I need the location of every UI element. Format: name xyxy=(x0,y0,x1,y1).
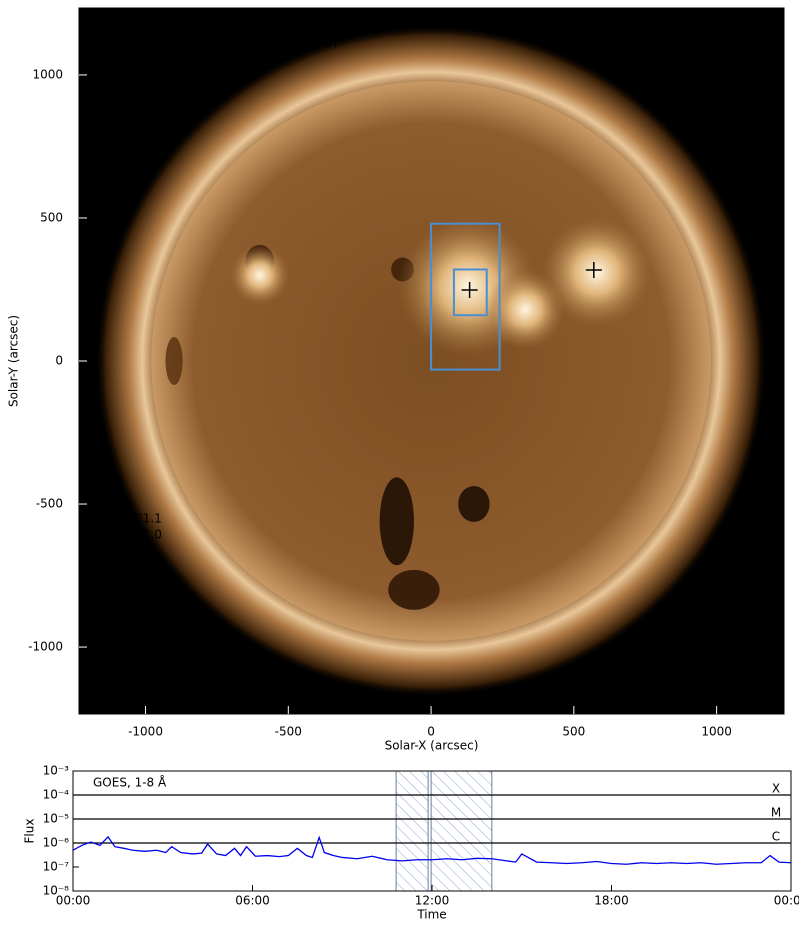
x-tick-label: 18:00 xyxy=(594,894,629,908)
x-tick-label: 500 xyxy=(562,725,585,739)
observation-window xyxy=(430,770,493,892)
flare-marker xyxy=(585,262,602,279)
active-region xyxy=(229,245,290,306)
flare-annotation: Flares xyxy=(96,496,132,510)
coronal-hole xyxy=(458,486,490,523)
y-axis-label: Solar-Y (arcsec) xyxy=(7,315,21,407)
y-tick-label: 0 xyxy=(55,354,63,368)
y-tick-label: -1000 xyxy=(28,640,63,654)
y-tick-label: 10⁻⁷ xyxy=(43,860,70,874)
x-tick-label: 12:00 xyxy=(415,894,450,908)
class-label: M xyxy=(771,806,781,820)
flux-line xyxy=(73,835,791,865)
coronal-hole xyxy=(165,337,183,385)
x-tick-label: -500 xyxy=(275,725,302,739)
class-label: X xyxy=(772,782,780,796)
x-tick-label: 0 xyxy=(427,725,435,739)
y-tick-label: 1000 xyxy=(32,67,63,81)
observation-window xyxy=(395,770,429,892)
x-tick-label: -1000 xyxy=(128,725,163,739)
coronal-hole xyxy=(379,477,414,566)
y-axis-label: Flux xyxy=(23,819,37,844)
y-tick-label: 10⁻⁴ xyxy=(43,788,70,802)
y-tick-label: 10⁻⁸ xyxy=(43,884,70,898)
x-tick-label: 06:00 xyxy=(235,894,270,908)
y-tick-label: 10⁻⁶ xyxy=(43,836,70,850)
y-tick-label: -500 xyxy=(36,497,63,511)
x-tick-label: 00:00 xyxy=(774,894,799,908)
active-region xyxy=(541,217,652,328)
flare-annotation: 01:13 C1.1 xyxy=(96,512,162,526)
flare-annotation: 08:14 C1.0 xyxy=(96,528,162,542)
class-label: C xyxy=(772,830,780,844)
region-box xyxy=(430,222,501,371)
y-tick-label: 10⁻³ xyxy=(43,764,70,778)
x-axis-label: Time xyxy=(416,908,446,922)
y-tick-label: 500 xyxy=(40,210,63,224)
x-tick-label: 00:00 xyxy=(56,894,91,908)
flare-marker xyxy=(461,282,478,299)
legend-label: GOES, 1-8 Å xyxy=(93,775,167,790)
image-title: AIA 0193, 26-Oct-2010, 12:00:07 UT xyxy=(120,37,340,51)
x-axis-label: Solar-X (arcsec) xyxy=(385,739,479,753)
x-tick-label: 1000 xyxy=(701,725,732,739)
y-tick-label: 10⁻⁵ xyxy=(43,812,70,826)
solar-image-panel: -1000 -500 0 500 1000 -1000 -500 0 500 1000 Solar-… xyxy=(7,7,785,753)
active-region xyxy=(485,269,566,350)
coronal-hole xyxy=(388,569,440,610)
region-box xyxy=(452,268,488,317)
